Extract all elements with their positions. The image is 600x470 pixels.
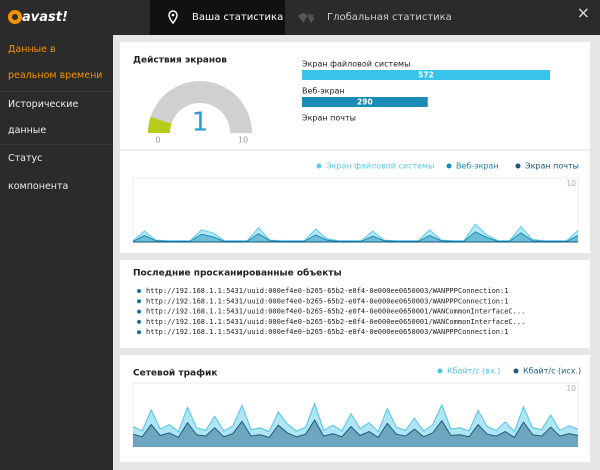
legend-dot [513,368,519,374]
logo: avast! [22,10,68,25]
list-item: http://192.168.1.1:5431/uuid:000ef4e0-b2… [146,328,508,336]
bar-label: Экран почты [302,114,356,123]
sidebar: Данные в реальном времени Исторические д… [0,35,113,470]
tab-label: Глобальная статистика [327,12,452,23]
legend-label: Веб-экран [456,162,499,171]
bar-label: Веб-экран [302,87,345,96]
list-bullet [137,319,141,324]
pin-icon [168,10,178,24]
bar [302,97,428,107]
bar-value: 572 [418,71,434,80]
series-line [132,231,579,242]
gauge-value: 1 [192,108,209,138]
list-item: http://192.168.1.1:5431/uuid:000ef4e0-b2… [146,318,525,326]
tab[interactable]: Ваша статистика [150,0,285,35]
list-bullet [137,330,141,335]
legend-dot [316,163,322,169]
legend-dot [437,368,443,374]
y-tick-label: 10 [566,384,576,393]
list-bullet [137,309,141,314]
card-title: Сетевой трафик [133,369,217,379]
card-title: Последние просканированные объекты [133,268,342,279]
list-item: http://192.168.1.1:5431/uuid:000ef4e0-b2… [146,308,525,316]
series-line [132,419,579,439]
globe-icon [298,13,314,23]
legend-dot [515,163,521,169]
tab[interactable]: Глобальная статистика [285,0,455,35]
list-bullet [137,299,141,304]
card [120,260,590,348]
series-line [132,402,579,433]
area-fill [133,420,578,447]
nav-item[interactable]: Статус компонента [8,153,69,192]
y-tick-label: 10 [566,179,576,188]
legend-dot [446,163,452,169]
bar-value: 290 [357,98,373,107]
bar [302,70,550,80]
logo-icon [8,10,22,24]
gauge-track [148,81,252,133]
tab-label: Ваша статистика [192,12,284,23]
list-bullet [137,289,141,293]
top-bar: avast! Ваша статистика Глобальная статис… [0,0,600,35]
list-item: http://192.168.1.1:5431/uuid:000ef4e0-b2… [146,287,508,295]
close-button[interactable]: × [576,3,590,22]
gauge-fill [148,116,172,133]
bar-label: Экран файловой системы [302,60,410,69]
gauge-min: 0 [155,136,160,145]
legend-label: Экран файловой системы [326,162,434,171]
list-item: http://192.168.1.1:5431/uuid:000ef4e0-b2… [146,297,508,305]
card [120,355,590,462]
card-title: Действия экранов [133,56,227,66]
nav-item[interactable]: Исторические данные [0,92,113,145]
legend-label: Кбайт/с (исх.) [523,367,581,376]
series-line [132,223,579,242]
nav-item[interactable]: Данные в реальном времени [0,35,113,92]
legend-label: Экран почты [525,162,579,171]
gauge-max: 10 [238,136,248,145]
legend-label: Кбайт/с (вх.) [447,367,500,376]
area-fill [133,224,578,242]
